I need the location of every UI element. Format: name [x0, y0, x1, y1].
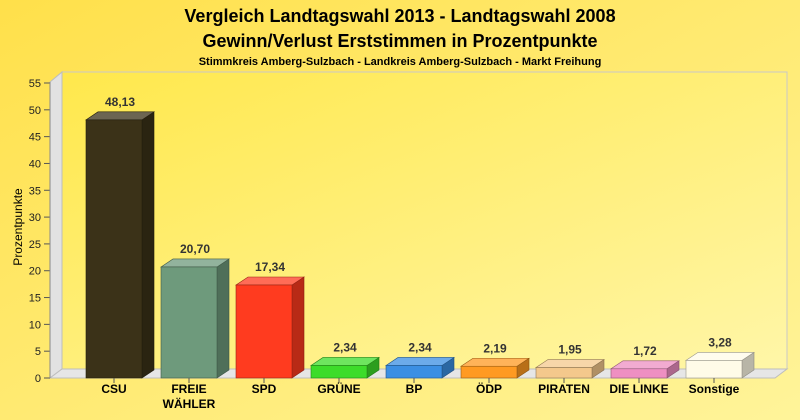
- bar-top: [610, 360, 680, 370]
- bar-front: [85, 119, 143, 379]
- bar-front: [535, 367, 593, 379]
- y-axis: 0 5 10 15 20 25 30 35 40 45 50 55: [29, 78, 51, 385]
- bar-front: [460, 365, 518, 379]
- bar-front: [385, 365, 443, 379]
- bar-top: [85, 111, 155, 121]
- bar-top: [460, 357, 530, 367]
- bar-side: [141, 111, 155, 379]
- bar-top: [685, 352, 755, 361]
- y-tick-label: 40: [29, 158, 41, 170]
- bar-piraten: 1,95: [535, 343, 605, 379]
- y-tick-label: 35: [29, 185, 41, 197]
- bar-value-label: 2,34: [333, 340, 357, 354]
- bar-top: [310, 357, 380, 366]
- bar-top: [235, 276, 305, 286]
- x-tick-label: BP: [406, 382, 423, 396]
- x-tick-label: SPD: [252, 382, 277, 396]
- y-tick-label: 5: [35, 346, 41, 358]
- bar-value-label: 3,28: [708, 335, 732, 349]
- y-tick-label: 15: [29, 293, 41, 305]
- bar-grüne: 2,34: [310, 340, 380, 379]
- bar-value-label: 2,34: [408, 340, 432, 354]
- bar-value-label: 1,72: [633, 344, 657, 358]
- bar-die-linke: 1,72: [610, 344, 680, 379]
- bar-side: [291, 276, 305, 379]
- chart-title-line1: Vergleich Landtagswahl 2013 - Landtagswa…: [184, 6, 615, 26]
- bar-freie-wähler: 20,70: [160, 242, 230, 379]
- y-tick-label: 30: [29, 212, 41, 224]
- bar-csu: 48,13: [85, 95, 155, 379]
- x-tick-label: Sonstige: [689, 382, 740, 396]
- bars-group: 48,13 20,70 17,34 2,34 2,34 2,19 1,95 1,72 3,28: [85, 95, 755, 379]
- bar-spd: 17,34: [235, 260, 305, 379]
- bar-top: [385, 357, 455, 366]
- chart-title-line2: Gewinn/Verlust Erststimmen in Prozentpun…: [202, 31, 597, 51]
- y-tick-label: 25: [29, 239, 41, 251]
- y-axis-label: Prozentpunkte: [11, 188, 25, 266]
- x-tick-label: PIRATEN: [538, 382, 590, 396]
- bar-front: [610, 368, 668, 379]
- y-tick-label: 55: [29, 78, 41, 90]
- bar-ödp: 2,19: [460, 341, 530, 379]
- x-tick-label: DIE LINKE: [609, 382, 668, 396]
- y-tick-label: 0: [35, 373, 41, 385]
- y-tick-label: 45: [29, 132, 41, 144]
- x-tick-label: ÖDP: [476, 381, 502, 396]
- bar-top: [160, 258, 230, 268]
- x-tick-label: WÄHLER: [163, 396, 216, 411]
- chart-subtitle: Stimmkreis Amberg-Sulzbach - Landkreis A…: [199, 56, 602, 68]
- bar-front: [310, 365, 368, 379]
- bar-value-label: 17,34: [255, 260, 285, 274]
- y-tick-label: 50: [29, 105, 41, 117]
- bar-value-label: 48,13: [105, 95, 135, 109]
- x-tick-label: FREIE: [171, 382, 206, 396]
- y-tick-label: 10: [29, 319, 41, 331]
- plot-left-wall: [49, 70, 63, 379]
- bar-front: [235, 284, 293, 379]
- y-tick-label: 20: [29, 266, 41, 278]
- bar-top: [535, 359, 605, 368]
- bar-bp: 2,34: [385, 340, 455, 379]
- bar-value-label: 20,70: [180, 242, 210, 256]
- x-tick-label: CSU: [101, 382, 126, 396]
- bar-side: [216, 258, 230, 379]
- bar-value-label: 1,95: [558, 343, 582, 357]
- bar-front: [685, 360, 743, 379]
- bar-value-label: 2,19: [483, 341, 507, 355]
- bar-front: [160, 266, 218, 379]
- x-tick-label: GRÜNE: [317, 381, 360, 396]
